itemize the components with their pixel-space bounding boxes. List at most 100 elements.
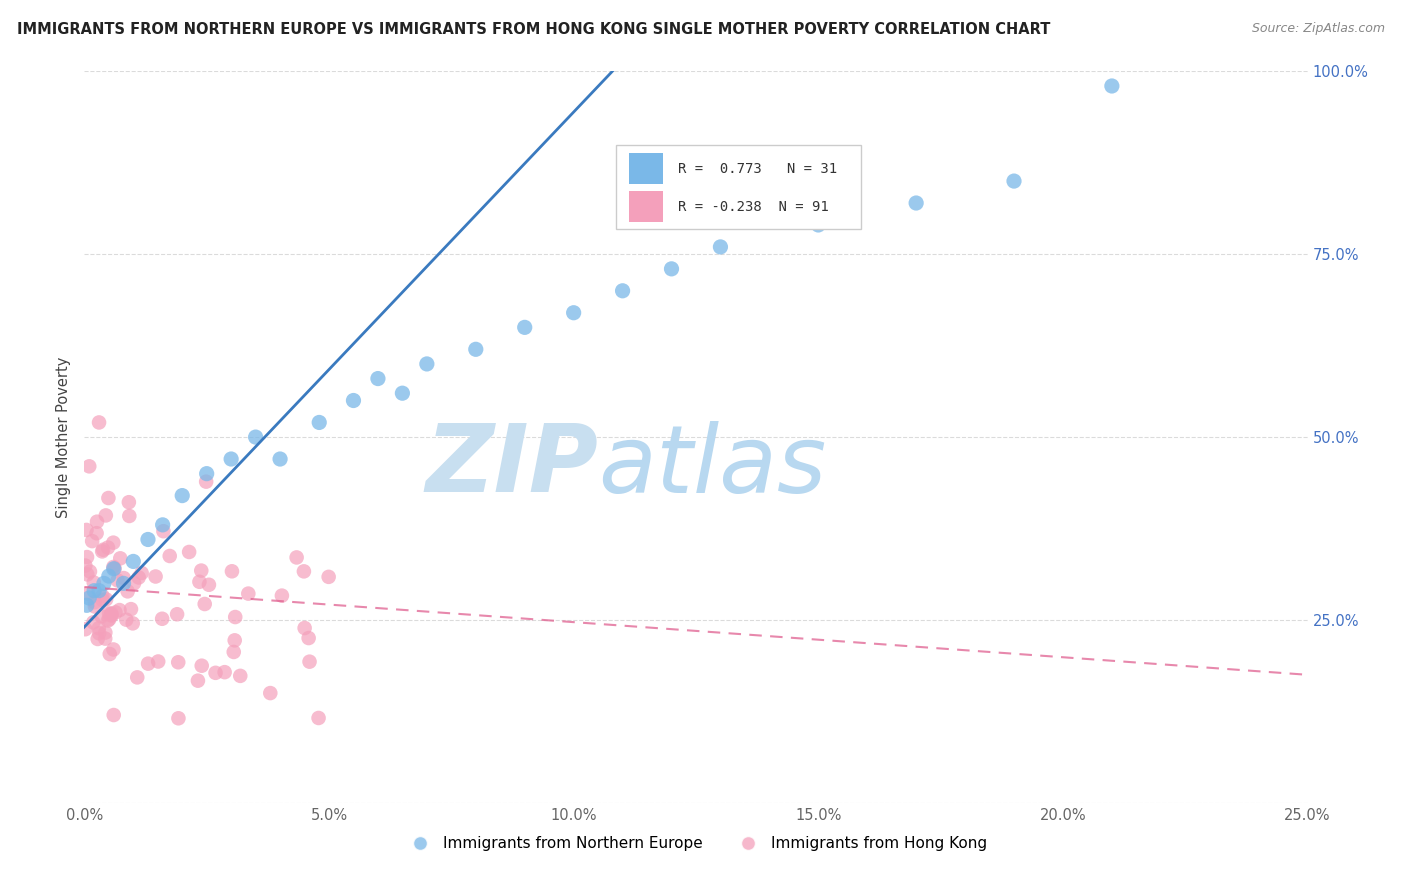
Point: [190, 564, 212, 578]
Point: [112, 576, 135, 591]
Text: R = -0.238  N = 91: R = -0.238 N = 91: [678, 200, 828, 214]
Point: [127, 670, 149, 684]
Point: [87, 621, 110, 635]
Point: [709, 240, 731, 254]
Point: [110, 551, 132, 566]
Point: [298, 655, 321, 669]
Point: [612, 284, 634, 298]
Point: [91, 589, 114, 603]
Point: [103, 535, 125, 549]
Point: [122, 576, 145, 591]
Point: [100, 608, 122, 623]
Y-axis label: Single Mother Poverty: Single Mother Poverty: [56, 357, 72, 517]
Point: [97, 541, 120, 555]
Point: [98, 607, 121, 621]
Point: [308, 416, 330, 430]
Point: [98, 647, 121, 661]
Point: [76, 567, 98, 582]
Point: [159, 549, 181, 563]
Point: [294, 621, 316, 635]
Point: [905, 196, 928, 211]
Point: [75, 622, 97, 636]
Point: [807, 218, 830, 232]
Point: [98, 612, 121, 626]
Point: [86, 526, 108, 541]
Point: [318, 570, 340, 584]
Point: [195, 475, 218, 489]
Point: [82, 615, 104, 630]
Point: [83, 599, 105, 614]
Point: [97, 569, 120, 583]
Point: [214, 665, 236, 680]
Point: [190, 658, 212, 673]
Point: [121, 616, 143, 631]
Point: [661, 261, 683, 276]
Point: [464, 343, 486, 357]
Point: [238, 586, 260, 600]
Point: [118, 495, 141, 509]
Point: [104, 561, 127, 575]
Text: Source: ZipAtlas.com: Source: ZipAtlas.com: [1251, 22, 1385, 36]
Point: [107, 574, 129, 588]
Point: [100, 607, 122, 622]
Point: [86, 632, 108, 646]
FancyBboxPatch shape: [616, 145, 860, 228]
Point: [1101, 78, 1123, 93]
Point: [120, 602, 142, 616]
Point: [198, 578, 221, 592]
Point: [150, 612, 173, 626]
Point: [131, 566, 153, 580]
Point: [179, 545, 201, 559]
Text: ZIP: ZIP: [425, 420, 598, 512]
Point: [222, 645, 245, 659]
Point: [152, 524, 174, 539]
Point: [187, 673, 209, 688]
Point: [167, 711, 190, 725]
Point: [136, 657, 159, 671]
Point: [219, 452, 242, 467]
Point: [77, 591, 100, 605]
Point: [122, 554, 145, 568]
Point: [269, 452, 291, 467]
Point: [91, 544, 114, 558]
Point: [87, 416, 110, 430]
Point: [188, 574, 211, 589]
Point: [308, 711, 330, 725]
Point: [270, 589, 292, 603]
Point: [94, 632, 117, 646]
Point: [229, 669, 252, 683]
Point: [83, 595, 105, 609]
Point: [112, 571, 135, 585]
Text: IMMIGRANTS FROM NORTHERN EUROPE VS IMMIGRANTS FROM HONG KONG SINGLE MOTHER POVER: IMMIGRANTS FROM NORTHERN EUROPE VS IMMIG…: [17, 22, 1050, 37]
Point: [145, 569, 167, 583]
Text: atlas: atlas: [598, 421, 827, 512]
Point: [91, 542, 114, 557]
Point: [1002, 174, 1025, 188]
Point: [148, 655, 170, 669]
Point: [194, 597, 217, 611]
Point: [82, 534, 104, 549]
Point: [104, 606, 127, 620]
Point: [97, 491, 120, 505]
Point: [117, 584, 139, 599]
Point: [90, 609, 112, 624]
Point: [91, 593, 114, 607]
Point: [93, 576, 115, 591]
Point: [285, 550, 308, 565]
Point: [77, 459, 100, 474]
Point: [298, 631, 321, 645]
FancyBboxPatch shape: [628, 153, 664, 184]
Point: [87, 583, 110, 598]
Point: [76, 550, 98, 565]
Point: [128, 570, 150, 584]
Point: [87, 626, 110, 640]
Point: [103, 642, 125, 657]
Point: [224, 633, 246, 648]
Point: [77, 587, 100, 601]
Point: [79, 565, 101, 579]
Point: [86, 515, 108, 529]
Point: [172, 489, 194, 503]
Point: [83, 575, 105, 590]
Point: [342, 393, 364, 408]
Point: [245, 430, 267, 444]
